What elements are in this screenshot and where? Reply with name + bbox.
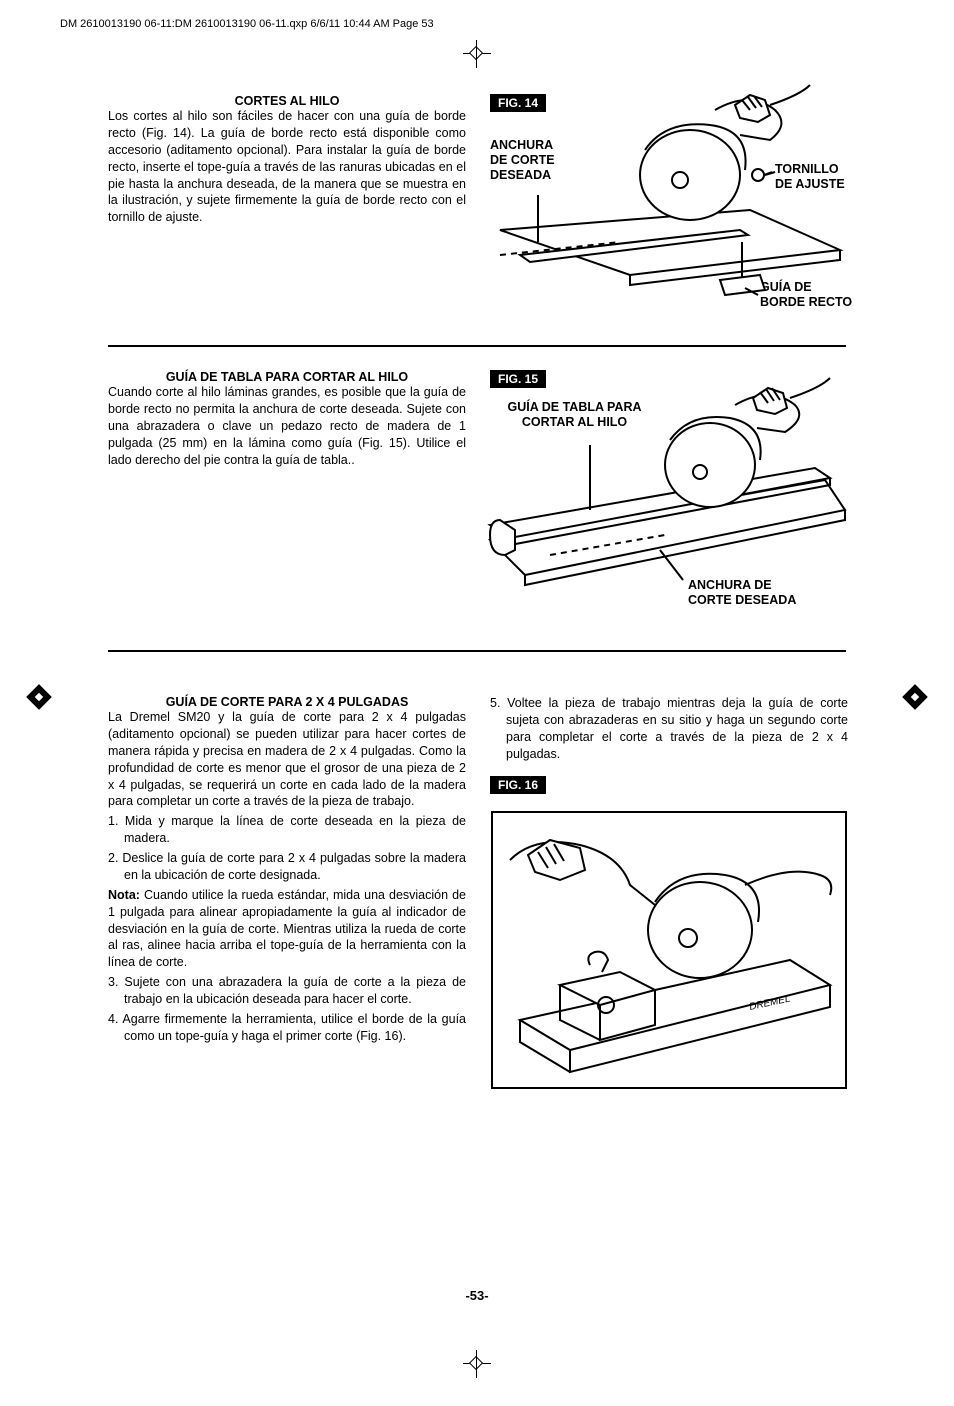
section3-step2: 2. Deslice la guía de corte para 2 x 4 p… (108, 850, 466, 884)
section1-body: Los cortes al hilo son fáciles de hacer … (108, 108, 466, 226)
header-text: DM 2610013190 06-11:DM 2610013190 06-11.… (60, 18, 434, 30)
registration-crosshair-top (463, 40, 491, 68)
section3-step3: 3. Sujete con una abrazadera la guía de … (108, 974, 466, 1008)
fig14-diagram (490, 80, 850, 320)
section2-title: GUÍA DE TABLA PARA CORTAR AL HILO (108, 370, 466, 384)
section2-body: Cuando corte al hilo láminas grandes, es… (108, 384, 466, 468)
page-number: -53- (0, 1288, 954, 1303)
registration-diamond-left (26, 684, 51, 709)
section3-intro: La Dremel SM20 y la guía de corte para 2… (108, 709, 466, 810)
svg-text:DREMEL: DREMEL (748, 994, 791, 1013)
section1-title: CORTES AL HILO (108, 94, 466, 108)
fig16-label: FIG. 16 (490, 776, 546, 794)
fig16-diagram: DREMEL (490, 810, 848, 1090)
section3-step5: 5. Voltee la pieza de trabajo mientras d… (490, 695, 848, 763)
divider-1 (108, 345, 846, 347)
fig15-diagram (485, 370, 850, 620)
section3-step1: 1. Mida y marque la línea de corte desea… (108, 813, 466, 847)
section3-title: GUÍA DE CORTE PARA 2 X 4 PULGADAS (108, 695, 466, 709)
section3-step4: 4. Agarre firmemente la herramienta, uti… (108, 1011, 466, 1045)
divider-2 (108, 650, 846, 652)
registration-diamond-right (902, 684, 927, 709)
section3-nota: Nota: Cuando utilice la rueda estándar, … (108, 887, 466, 971)
registration-crosshair-bottom (463, 1350, 491, 1378)
